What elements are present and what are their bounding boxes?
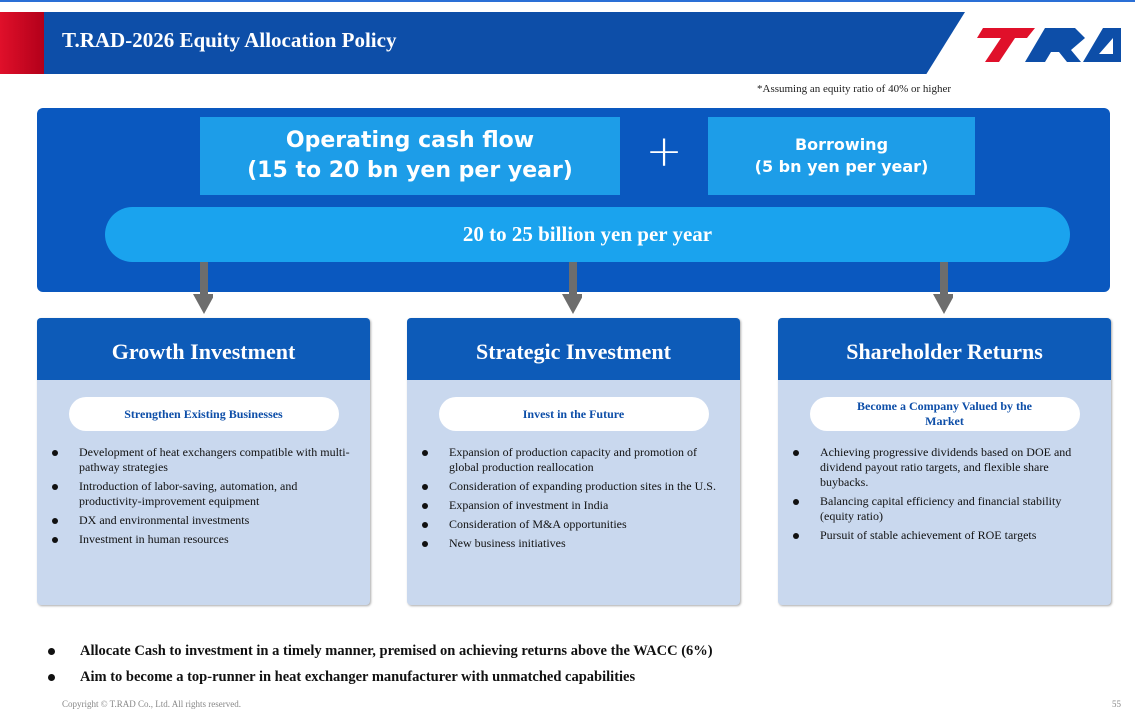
logo	[977, 28, 1121, 62]
column-subtitle: Become a Company Valued by the Market	[809, 397, 1080, 431]
summary-item: Aim to become a top-runner in heat excha…	[40, 664, 713, 690]
bullet: Expansion of investment in India	[419, 498, 726, 513]
column: Growth Investment Strengthen Existing Bus…	[37, 318, 370, 605]
column-title: Shareholder Returns	[778, 318, 1111, 380]
amount: (15 to 20 bn yen per year)	[247, 158, 573, 183]
bullet: Achieving progressive dividends based on…	[790, 445, 1097, 490]
operating-box: Operating cash flow (15 to 20 bn yen per…	[200, 117, 620, 195]
copyright: Copyright © T.RAD Co., Ltd. All rights r…	[62, 699, 241, 709]
top-line	[0, 0, 1135, 2]
page-number: 55	[1112, 699, 1121, 709]
bullet: Introduction of labor-saving, automation…	[49, 479, 356, 509]
note: *Assuming an equity ratio of 40% or high…	[757, 83, 951, 95]
arrow	[933, 262, 953, 314]
column-title: Growth Investment	[37, 318, 370, 380]
bullet-list: Achieving progressive dividends based on…	[790, 445, 1097, 543]
column-subtitle: Invest in the Future	[438, 397, 709, 431]
column: Shareholder Returns Become a Company Valu…	[778, 318, 1111, 605]
summary: Allocate Cash to investment in a timely …	[40, 638, 713, 690]
amount: (5 bn yen per year)	[754, 157, 929, 176]
header-accent	[0, 12, 44, 74]
slide-title: T.RAD-2026 Equity Allocation Policy	[62, 28, 397, 52]
bullet: Consideration of expanding production si…	[419, 479, 726, 494]
total-pill: 20 to 25 billion yen per year	[105, 207, 1070, 262]
label: Operating cash flow	[285, 128, 535, 153]
summary-item: Allocate Cash to investment in a timely …	[40, 638, 713, 664]
bullet: DX and environmental investments	[49, 513, 356, 528]
column: Strategic Investment Invest in the Future…	[407, 318, 740, 605]
bullet: Consideration of M&A opportunities	[419, 517, 726, 532]
arrow	[562, 262, 582, 314]
label: Borrowing	[794, 135, 889, 154]
borrowing-box: Borrowing (5 bn yen per year)	[708, 117, 975, 195]
bullet: Development of heat exchangers compatibl…	[49, 445, 356, 475]
bullet: New business initiatives	[419, 536, 726, 551]
bullet: Investment in human resources	[49, 532, 356, 547]
column-subtitle: Strengthen Existing Businesses	[68, 397, 339, 431]
bullet-list: Expansion of production capacity and pro…	[419, 445, 726, 551]
plus: +	[645, 126, 683, 177]
bullet: Balancing capital efficiency and financi…	[790, 494, 1097, 524]
bullet-list: Development of heat exchangers compatibl…	[49, 445, 356, 547]
arrow	[193, 262, 213, 314]
column-title: Strategic Investment	[407, 318, 740, 380]
bullet: Pursuit of stable achievement of ROE tar…	[790, 528, 1097, 543]
bullet: Expansion of production capacity and pro…	[419, 445, 726, 475]
header-bar	[0, 12, 965, 74]
